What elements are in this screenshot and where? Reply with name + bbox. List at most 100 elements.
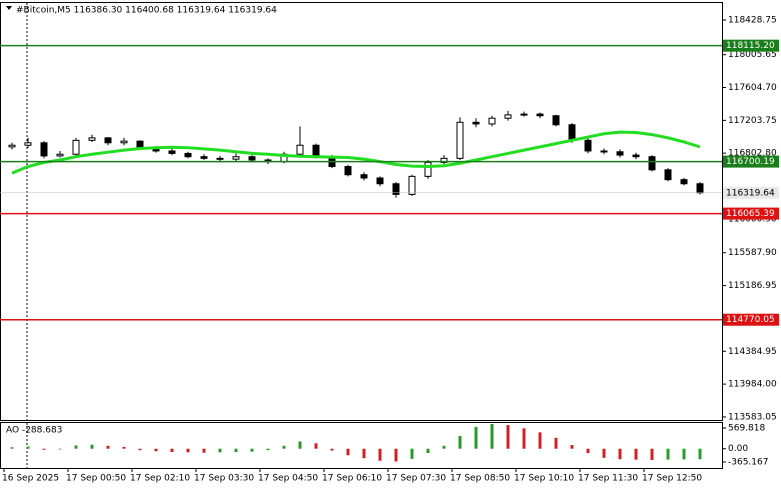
ao-bar (618, 448, 622, 460)
ao-bar (314, 443, 318, 449)
candle-body (88, 137, 96, 141)
y-tick-label: 118428.75 (728, 15, 777, 25)
candle-body (456, 121, 464, 159)
candle-body (248, 156, 256, 161)
ao-bar (490, 423, 494, 449)
ao-bar (634, 448, 638, 460)
main-panel (0, 2, 723, 421)
moving-average (11, 130, 701, 175)
candle-body (472, 121, 480, 125)
ao-bar (234, 448, 238, 452)
ao-bar (570, 445, 574, 449)
x-tick-label: 17 Sep 10:10 (514, 474, 574, 484)
candle-body (184, 152, 192, 158)
ao-y-tick-label: 0.00 (728, 444, 748, 454)
ao-bar (186, 448, 190, 453)
x-tick-label: 17 Sep 02:10 (130, 474, 190, 484)
ao-panel (0, 422, 723, 469)
candle-body (72, 139, 80, 155)
ao-bar (42, 448, 46, 450)
ao-bar (426, 448, 430, 454)
candle-body (200, 156, 208, 159)
candle-body (584, 139, 592, 152)
candle-body (40, 142, 48, 157)
ao-bar (330, 448, 334, 451)
candle-body (24, 142, 32, 146)
candle-body (360, 174, 368, 179)
ao-bar (698, 448, 702, 460)
candle-body (296, 144, 304, 155)
y-tick-label: 113984.00 (728, 380, 777, 390)
candle-body (408, 175, 416, 195)
ao-bar (682, 448, 686, 460)
ao-bar (266, 448, 270, 451)
y-tick-label: 115186.95 (728, 281, 777, 291)
y-tick-label: 118005.65 (728, 50, 777, 60)
ao-bar (218, 448, 222, 453)
ao-bar (26, 446, 30, 449)
candle-body (232, 156, 240, 160)
level-label-bg (723, 207, 779, 220)
ao-bar (346, 448, 350, 456)
candle-body (488, 117, 496, 125)
ao-bar (602, 448, 606, 458)
candle-body (536, 113, 544, 117)
ao-bar (554, 437, 558, 449)
candle-body (632, 154, 640, 158)
ao-bar (138, 448, 142, 451)
candle-body (568, 124, 576, 141)
candle-body (680, 179, 688, 185)
level-label-bg (723, 155, 779, 168)
ao-bar (474, 426, 478, 449)
candle-body (312, 144, 320, 158)
x-tick-label: 17 Sep 12:50 (642, 474, 702, 484)
candle-body (56, 153, 64, 157)
ao-bar (362, 448, 366, 459)
last-price-bg (723, 186, 779, 199)
candle-body (648, 156, 656, 171)
candle-body (552, 115, 560, 126)
ao-bar (538, 432, 542, 449)
candle-body (696, 183, 704, 194)
ao-title: AO -288.683 (6, 426, 62, 436)
ao-bar (170, 448, 174, 452)
ao-bar (506, 425, 510, 449)
y-tick-label: 117604.70 (728, 83, 777, 93)
level-label: 114770.05 (726, 315, 775, 325)
x-tick-label: 17 Sep 08:50 (450, 474, 510, 484)
candle-body (392, 183, 400, 195)
ao-bar (282, 445, 286, 449)
ao-bar (410, 448, 414, 459)
ao-bar (298, 441, 302, 449)
candle-body (168, 150, 176, 154)
y-tick-label: 117203.75 (728, 116, 777, 126)
x-tick-label: 17 Sep 00:50 (66, 474, 126, 484)
y-tick-label: 113583.05 (728, 412, 777, 422)
x-tick-label: 17 Sep 06:10 (322, 474, 382, 484)
ao-y-tick-label: -365.167 (728, 457, 768, 467)
candle-body (344, 166, 352, 176)
y-tick-label: 116802.80 (728, 149, 777, 159)
x-tick-label: 17 Sep 11:30 (578, 474, 638, 484)
ao-bar (666, 448, 670, 460)
level-label: 118115.20 (726, 41, 775, 51)
ao-bar (58, 448, 62, 450)
level-label: 116065.39 (726, 209, 775, 219)
ao-bar (74, 445, 78, 449)
x-tick-label: 17 Sep 03:30 (194, 474, 254, 484)
ao-bar (586, 448, 590, 454)
ao-bar (122, 446, 126, 449)
ao-bar (10, 447, 14, 449)
candle-body (504, 114, 512, 119)
level-label: 116700.19 (726, 157, 775, 167)
candle-body (664, 169, 672, 181)
candle-body (616, 151, 624, 156)
ao-bar (458, 435, 462, 449)
ao-bar (154, 448, 158, 452)
ao-bar (442, 445, 446, 449)
ao-bar (650, 448, 654, 460)
ao-bar (90, 444, 94, 449)
y-tick-label: 114384.95 (728, 347, 777, 357)
last-price-label: 116319.64 (726, 188, 775, 198)
